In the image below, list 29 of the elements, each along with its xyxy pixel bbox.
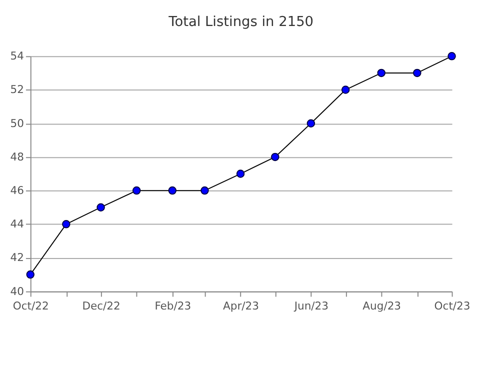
x-tick-label: Oct/22 bbox=[12, 299, 49, 312]
x-tick-label: Jun/23 bbox=[293, 299, 328, 312]
y-tick-label: 40 bbox=[10, 284, 24, 298]
x-tick-label: Feb/23 bbox=[154, 299, 192, 312]
point bbox=[236, 170, 245, 178]
y-tick-label: 44 bbox=[10, 218, 24, 231]
point bbox=[306, 119, 316, 128]
point bbox=[132, 186, 141, 195]
y-tick-label: 50 bbox=[10, 116, 24, 130]
y-tick-label: 48 bbox=[10, 150, 24, 164]
point bbox=[341, 86, 350, 94]
point bbox=[448, 52, 456, 60]
x-tick-label: Oct/23 bbox=[434, 299, 470, 312]
point bbox=[413, 68, 422, 78]
x-tick-label: Apr/23 bbox=[223, 299, 259, 312]
point bbox=[26, 270, 35, 279]
point bbox=[96, 203, 105, 212]
y-tick-label: 54 bbox=[10, 50, 24, 63]
chart-title: Total Listings in 2150 bbox=[168, 14, 314, 30]
y-tick-label: 46 bbox=[10, 184, 24, 197]
x-tick-label: Aug/23 bbox=[362, 299, 402, 312]
y-tick-label: 52 bbox=[10, 83, 24, 96]
point bbox=[168, 186, 177, 195]
point bbox=[200, 186, 209, 195]
point bbox=[62, 220, 70, 228]
y-tick-label: 42 bbox=[10, 251, 24, 264]
point bbox=[377, 68, 386, 78]
x-tick-label: Dec/22 bbox=[82, 299, 120, 312]
point bbox=[271, 152, 280, 162]
